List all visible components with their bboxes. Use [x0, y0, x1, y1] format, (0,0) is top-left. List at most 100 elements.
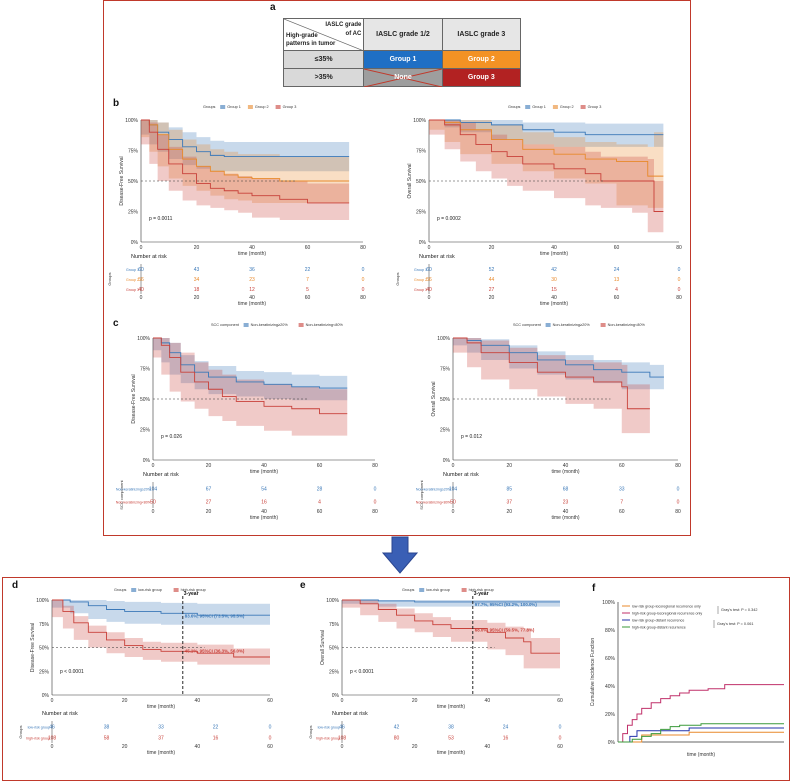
risk-value: 104	[149, 487, 158, 493]
x-tick-label: 80	[675, 463, 681, 469]
annotation-low-risk: 83.6%, 95%CI (73.5%, 95.5%)	[185, 613, 245, 618]
x-axis-title: time (month)	[250, 469, 278, 475]
legend-label: Non-keratinizing<80%	[608, 323, 646, 327]
x-tick-label: 0	[452, 463, 455, 469]
risk-x-tick-label: 20	[206, 509, 212, 515]
legend-swatch	[298, 323, 304, 327]
risk-x-tick-label: 0	[452, 509, 455, 515]
x-tick-label: 80	[676, 245, 682, 251]
y-tick-label: 50%	[128, 179, 139, 185]
risk-row-label: Group 2	[126, 278, 139, 282]
top-frame	[103, 0, 691, 536]
x-tick-label: 80	[360, 245, 366, 251]
legend-label: Non-keratinizing<80%	[306, 323, 344, 327]
x-tick-label: 0	[140, 245, 143, 251]
survival-line	[52, 599, 270, 616]
y-tick-label: 100%	[326, 598, 339, 604]
risk-value: 22	[305, 267, 311, 273]
risk-x-tick-label: 0	[152, 509, 155, 515]
legend-swatch	[545, 323, 551, 327]
table-cell-group1: Group 1	[363, 50, 443, 69]
risk-table-title: Number at risk	[143, 472, 179, 478]
y-tick-label: 75%	[416, 149, 427, 155]
risk-x-axis-title: time (month)	[437, 750, 465, 756]
risk-value: 50	[450, 500, 456, 506]
risk-table-ylabel: Groups	[107, 272, 112, 285]
legend-swatch	[247, 105, 253, 109]
risk-table-title: Number at risk	[332, 711, 368, 717]
risk-table-ylabel: Groups	[308, 725, 313, 738]
legend-label: high-risk group-distant recurrence	[632, 626, 686, 630]
risk-table-title: Number at risk	[131, 254, 167, 260]
y-tick-label: 0%	[443, 458, 451, 464]
risk-value: 22	[213, 725, 219, 731]
table-row-le35: ≤35%	[282, 50, 365, 69]
risk-value: 37	[506, 500, 512, 506]
bottom-frame	[2, 577, 790, 781]
chart-e-os: Groups low-risk group high-risk group 0% 25%…	[308, 588, 563, 756]
risk-value: 0	[559, 725, 562, 731]
chart-b-left-dfs: Groups Group 1 Group 2 Group 3 0% 25% 50% 75% 10…	[107, 105, 366, 307]
x-tick-label: 60	[619, 463, 625, 469]
gray-test-1: Gray's test: P = 0.342	[721, 608, 757, 612]
survival-line	[453, 337, 650, 410]
risk-table-ylabel: Groups	[395, 272, 400, 285]
table-corner-cell: IASLC grade of AC High-grade patterns in…	[282, 18, 365, 51]
risk-value: 15	[551, 287, 557, 293]
risk-x-tick-label: 60	[619, 509, 625, 515]
table-cell-group3: Group 3	[441, 68, 522, 87]
survival-line	[453, 337, 664, 378]
y-tick-label: 50%	[39, 646, 50, 652]
x-tick-label: 60	[267, 698, 273, 704]
table-cell-none-label: None	[394, 74, 412, 81]
ci-band	[429, 120, 664, 233]
risk-value: 53	[448, 736, 454, 742]
survival-line	[429, 119, 664, 136]
p-value: p = 0.012	[461, 434, 482, 440]
y-tick-label: 0%	[419, 240, 427, 246]
risk-row-label: Group 3	[126, 288, 139, 292]
risk-value: 38	[104, 725, 110, 731]
risk-value: 104	[449, 487, 458, 493]
legend-swatch	[552, 105, 558, 109]
risk-value: 0	[374, 500, 377, 506]
risk-value: 0	[559, 736, 562, 742]
legend-swatch	[275, 105, 281, 109]
chart-c-right-os: SCC component Non-keratinizing≥20% Non-ker…	[416, 323, 681, 521]
risk-x-tick-label: 80	[372, 509, 378, 515]
x-axis-title: time (month)	[687, 752, 715, 758]
risk-value: 0	[269, 725, 272, 731]
ci-band	[429, 120, 664, 147]
risk-x-tick-label: 0	[428, 295, 431, 301]
table-col-grade12: IASLC grade 1/2	[363, 18, 443, 51]
y-tick-label: 75%	[440, 367, 451, 373]
x-tick-label: 20	[206, 463, 212, 469]
panel-label-f: f	[592, 583, 596, 594]
risk-x-tick-label: 0	[341, 744, 344, 750]
risk-value: 33	[158, 725, 164, 731]
survival-line	[153, 337, 348, 415]
survival-line	[429, 119, 664, 212]
y-axis-title: Overall Survival	[407, 163, 413, 198]
y-axis-title: Overall Survival	[320, 630, 326, 665]
risk-value: 68	[563, 487, 569, 493]
y-tick-label: 75%	[329, 622, 340, 628]
survival-line	[52, 599, 270, 658]
x-tick-label: 60	[557, 698, 563, 704]
y-axis-title: Disease-Free Survival	[30, 623, 36, 672]
risk-x-axis-title: time (month)	[238, 301, 266, 307]
y-tick-label: 80%	[605, 628, 616, 634]
y-tick-label: 25%	[140, 428, 151, 434]
legend-label: high-risk group	[181, 588, 206, 592]
risk-value: 0	[374, 487, 377, 493]
risk-value: 24	[503, 725, 509, 731]
risk-value: 27	[489, 287, 495, 293]
y-tick-label: 25%	[416, 210, 427, 216]
chart-f-cif: 0% 20% 40% 60% 80% 100% Cumulative Incidence F…	[590, 600, 784, 758]
table-col-grade3: IASLC grade 3	[441, 18, 522, 51]
table-corner-bottom: patterns in tumor	[286, 41, 336, 47]
risk-value: 7	[306, 277, 309, 283]
risk-value: 43	[194, 267, 200, 273]
legend-title: Groups	[402, 588, 415, 592]
risk-row-label: high-risk group	[316, 737, 340, 741]
